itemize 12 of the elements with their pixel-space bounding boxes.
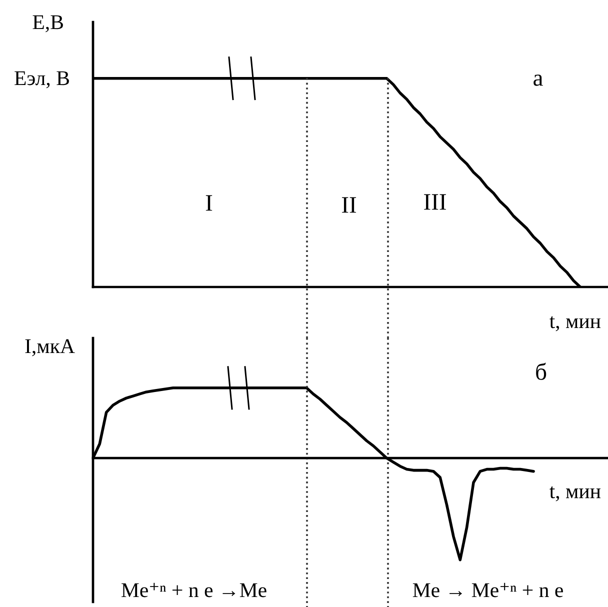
- x-axis-title: t, мин: [550, 316, 601, 332]
- text: Me⁺ⁿ + n e →Me: [122, 582, 266, 598]
- y-axis-title: E,В: [32, 15, 63, 32]
- annotation: II: [342, 197, 356, 213]
- chart-title: б: [536, 362, 546, 380]
- text: Me → Me⁺ⁿ + n e: [412, 582, 563, 598]
- text: Eэл, В: [14, 71, 69, 88]
- annotation: I: [206, 195, 212, 211]
- annotation: III: [424, 194, 446, 210]
- chart-title: а: [534, 74, 543, 86]
- x-axis-title: t, мин: [550, 486, 601, 502]
- y-axis-title: I,мкА: [25, 339, 75, 356]
